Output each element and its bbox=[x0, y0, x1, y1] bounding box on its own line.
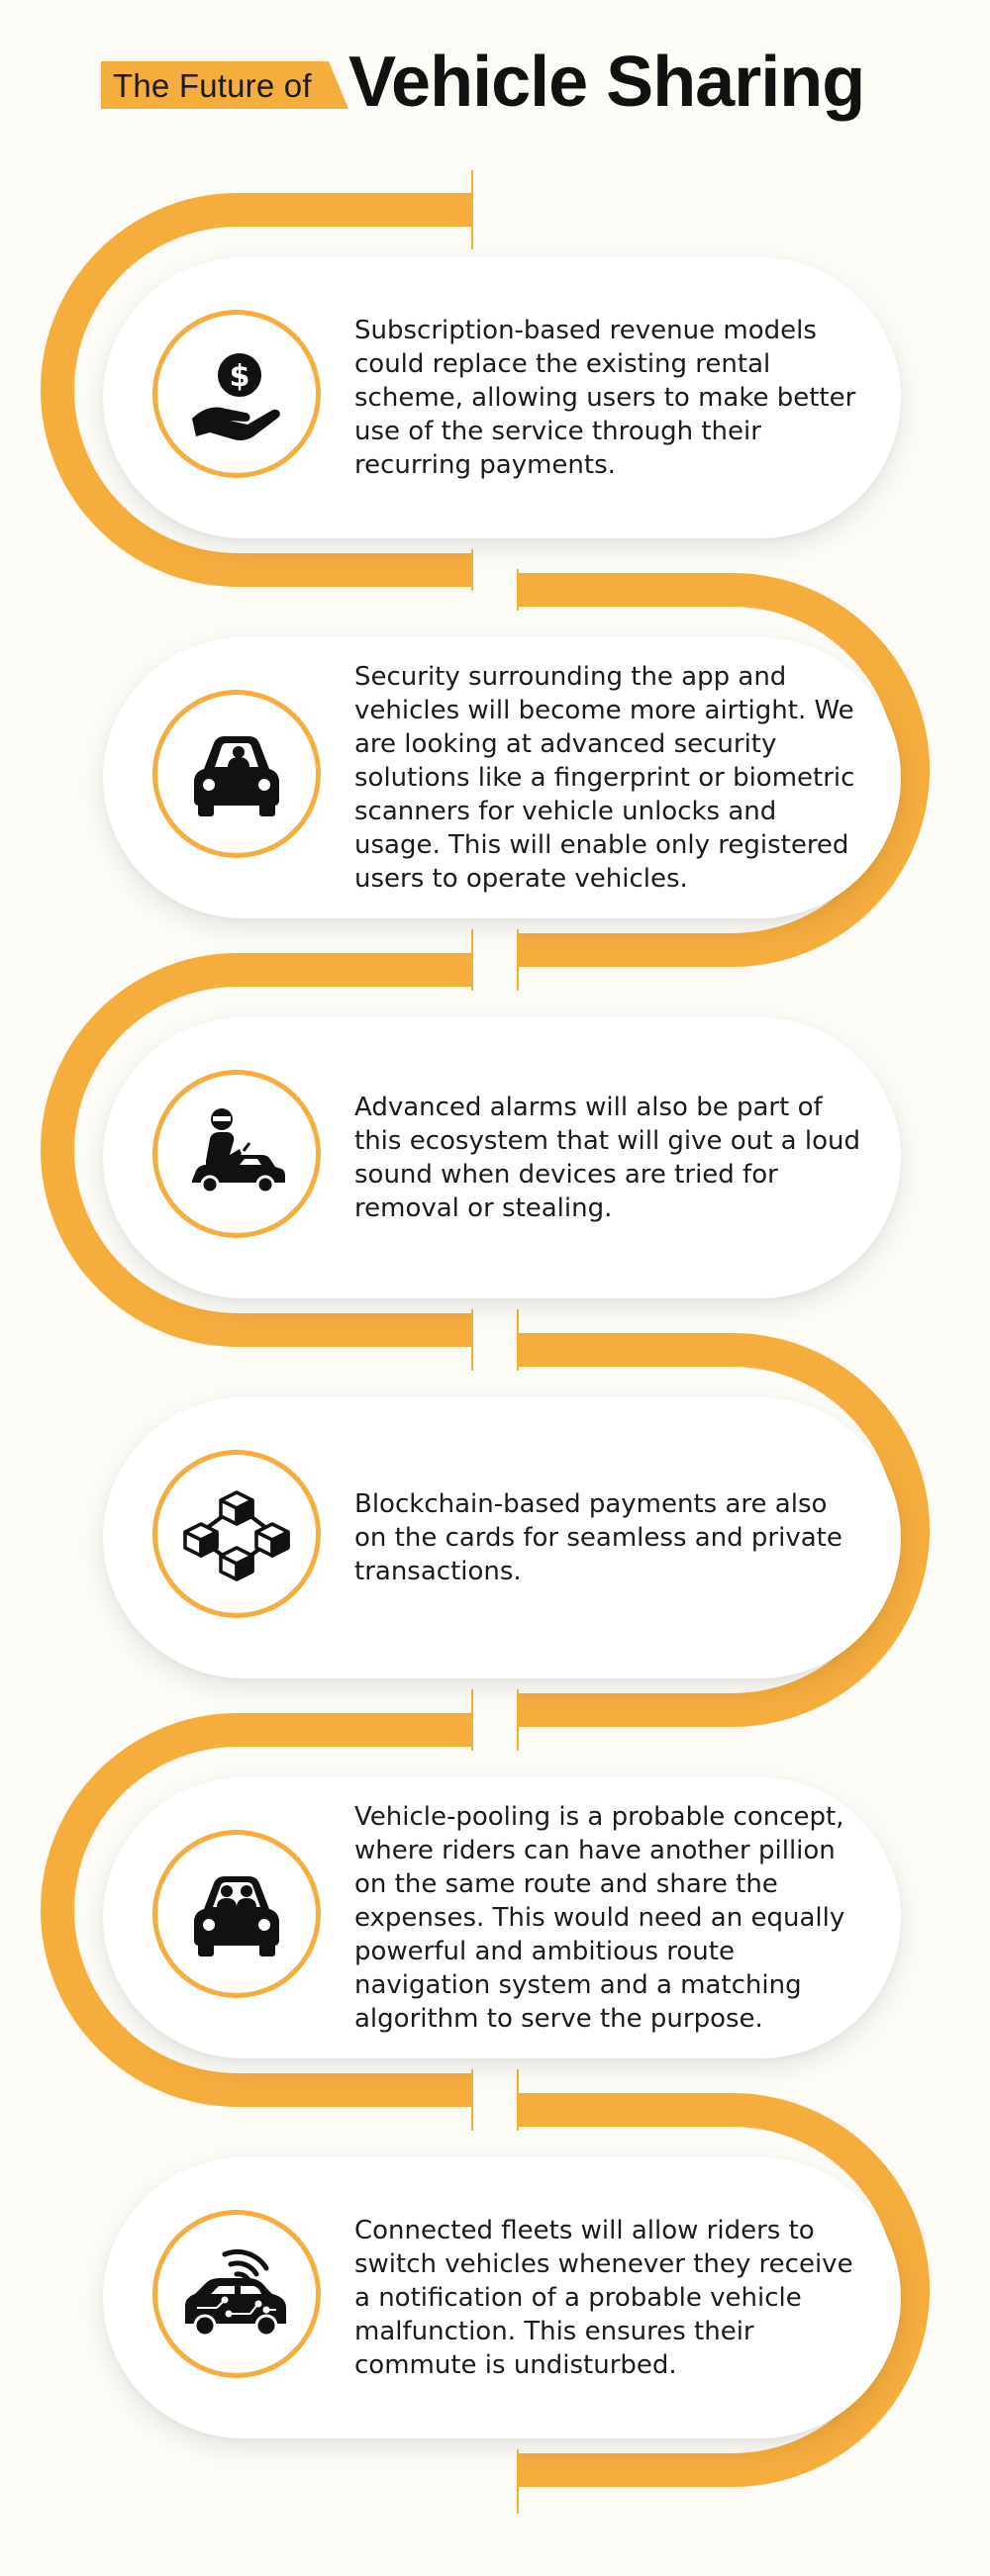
card-blockchain: Blockchain-based payments are also on th… bbox=[103, 1397, 901, 1678]
blockchain-icon bbox=[152, 1450, 321, 1618]
card-text: Connected fleets will allow riders to sw… bbox=[354, 2216, 853, 2380]
page-title: The Future of Vehicle Sharing bbox=[0, 38, 990, 156]
card-text: Security surrounding the app and vehicle… bbox=[354, 662, 855, 894]
card-connected-fleets: Connected fleets will allow riders to sw… bbox=[103, 2157, 901, 2438]
card-security: Security surrounding the app and vehicle… bbox=[103, 637, 901, 918]
svg-text:$: $ bbox=[230, 359, 250, 394]
card-text: Subscription-based revenue models could … bbox=[354, 316, 856, 480]
money-hand-icon: $ bbox=[152, 310, 321, 478]
car-thief-icon bbox=[152, 1070, 321, 1238]
card-subscription: $ Subscription-based revenue models coul… bbox=[103, 257, 901, 538]
card-text: Advanced alarms will also be part of thi… bbox=[354, 1093, 860, 1223]
card-text: Vehicle-pooling is a probable concept, w… bbox=[354, 1802, 845, 2034]
title-prefix: The Future of bbox=[113, 67, 312, 104]
title-highlight-tag bbox=[101, 61, 348, 109]
card-pooling: Vehicle-pooling is a probable concept, w… bbox=[103, 1777, 901, 2058]
carpool-icon bbox=[152, 1830, 321, 1998]
car-driver-icon bbox=[152, 690, 321, 858]
card-alarms: Advanced alarms will also be part of thi… bbox=[103, 1017, 901, 1298]
connected-car-icon bbox=[152, 2210, 321, 2378]
card-text: Blockchain-based payments are also on th… bbox=[354, 1489, 842, 1586]
title-main: Vehicle Sharing bbox=[348, 43, 865, 122]
